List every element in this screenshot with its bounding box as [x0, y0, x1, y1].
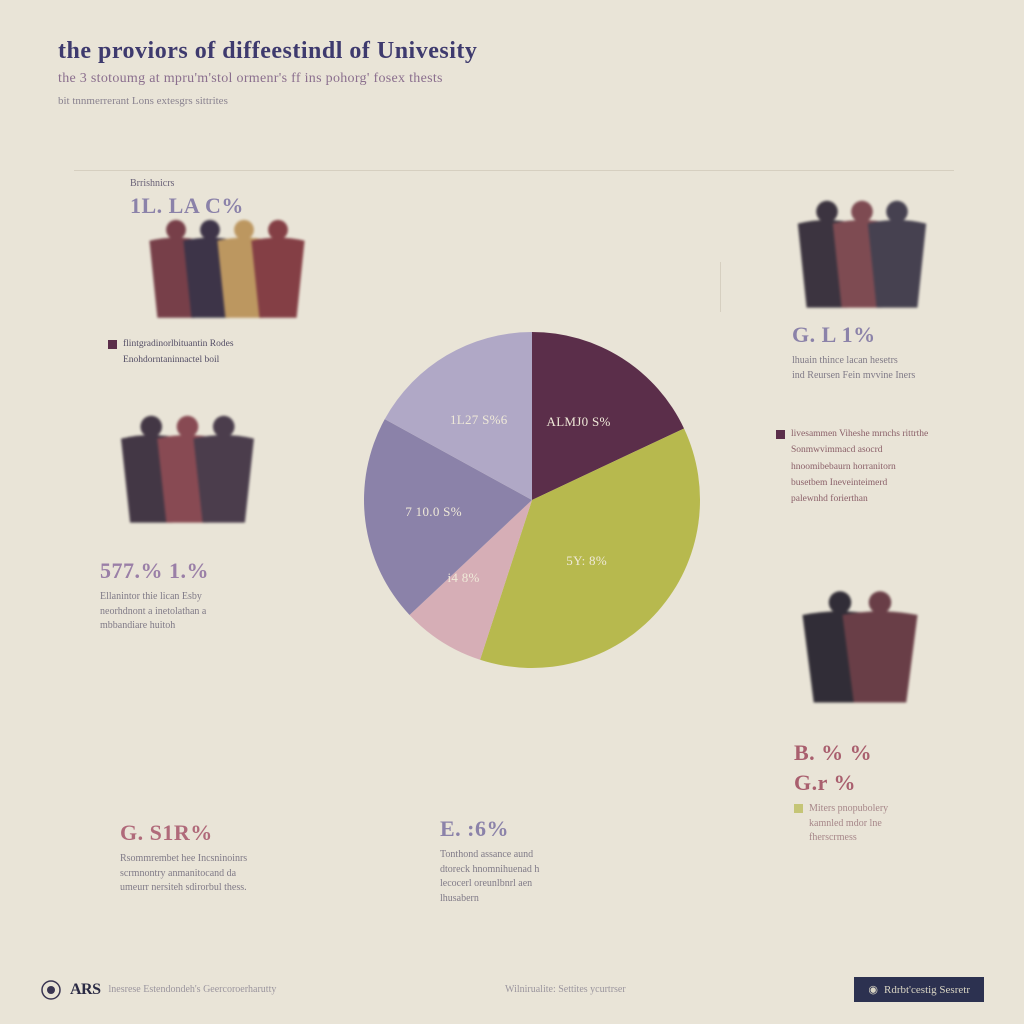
legend-item: palewnhd forierthan [776, 493, 986, 506]
legend-item: Enohdorntaninnactel boil [108, 354, 318, 367]
slice-label: 1L27 S%6 [450, 412, 508, 428]
badge-text: Rdrbt'cestig Sesretr [884, 984, 970, 996]
header: the proviors of diffeestindl of Univesit… [58, 38, 966, 107]
footer-mid: Wilnirualite: Settites ycurtrser [505, 984, 626, 995]
people-silhouette [800, 580, 920, 705]
legend-label: livesammen Viheshe mrnchs rittrthe [791, 428, 928, 441]
infographic-canvas: the proviors of diffeestindl of Univesit… [0, 0, 1024, 1024]
footer-badge: ◉ Rdrbt'cestig Sesretr [854, 977, 984, 1002]
callout: 577.% 1.% Ellanintor thie lican Esbyneorh… [100, 558, 310, 634]
callout-percent: 577.% 1.% [100, 558, 310, 584]
legend-label: palewnhd forierthan [791, 493, 868, 506]
callout-desc: Tonthond assance aunddtoreck hnomnihuena… [440, 848, 650, 906]
callout-percent: 1L. LA C% [130, 193, 340, 219]
slice-label: i4 8% [447, 570, 479, 586]
legend-swatch [108, 340, 117, 349]
pie-chart: ALMJ0 S% 5Y: 8% i4 8% 7 10.0 S% 1L27 S%6 [362, 330, 702, 670]
badge-icon: ◉ [868, 983, 878, 996]
callout-percent: G.r % [794, 770, 1004, 796]
callout-percent: B. % % [794, 740, 1004, 766]
legend-label: busetbem Ineveinteimerd [791, 477, 887, 490]
callout-desc: Ellanintor thie lican Esbyneorhdnont a i… [100, 590, 310, 634]
callout-desc: lhuain thince lacan hesetrsind Reursen F… [792, 354, 1002, 383]
legend: flintgradinorlbituantin Rodes Enohdorntan… [108, 338, 318, 371]
footer-org: lnesrese Estendondeh's Geercoroerharutty [109, 984, 277, 995]
legend-label: Sonmwvimmacd asocrd [791, 444, 883, 457]
page-title: the proviors of diffeestindl of Univesit… [58, 38, 966, 65]
callout: Brrishnicrs 1L. LA C% [130, 178, 340, 225]
legend-item: Sonmwvimmacd asocrd [776, 444, 986, 457]
page-subsubtitle: bit tnnmerrerant Lons extesgrs sittrites [58, 95, 966, 107]
legend-item: livesammen Viheshe mrnchs rittrthe [776, 428, 986, 441]
callout-percent: G. L 1% [792, 322, 1002, 348]
callout-percent: E. :6% [440, 816, 650, 842]
footer: ARS lnesrese Estendondeh's Geercoroerhar… [40, 977, 984, 1002]
callout-percent: G. S1R% [120, 820, 330, 846]
divider [720, 262, 721, 312]
legend-item: hnoomibebaurn horranitorn [776, 461, 986, 474]
people-silhouette [792, 190, 932, 310]
legend-label: Enohdorntaninnactel boil [123, 354, 219, 367]
legend: livesammen Viheshe mrnchs rittrthe Sonmwv… [776, 428, 986, 509]
legend-swatch [794, 804, 803, 813]
page-subtitle: the 3 stotoumg at mpru'm'stol ormenr's f… [58, 71, 966, 87]
divider [74, 170, 954, 171]
legend-label: hnoomibebaurn horranitorn [791, 461, 896, 474]
callout-desc: Miters pnopubolerykamnled mdor lnefhersc… [794, 802, 1004, 846]
callout: E. :6% Tonthond assance aunddtoreck hnomn… [440, 816, 650, 906]
callout: G. S1R% Rsommrembet hee Incsninoinrsscrmn… [120, 820, 330, 896]
footer-logo: ARS [70, 981, 101, 999]
slice-label: 7 10.0 S% [405, 504, 462, 520]
slice-label: ALMJ0 S% [547, 414, 611, 430]
callout-heading: Brrishnicrs [130, 178, 340, 189]
slice-label: 5Y: 8% [566, 553, 607, 569]
legend-label: flintgradinorlbituantin Rodes [123, 338, 234, 351]
callout-desc: Rsommrembet hee Incsninoinrsscrmnontry a… [120, 852, 330, 896]
legend-item: flintgradinorlbituantin Rodes [108, 338, 318, 351]
callout: B. % % G.r % Miters pnopubolerykamnled mdo… [794, 740, 1004, 849]
people-silhouette [115, 405, 260, 525]
seal-icon [40, 979, 62, 1001]
people-silhouette [142, 210, 312, 320]
legend-swatch [776, 430, 785, 439]
callout: G. L 1% lhuain thince lacan hesetrsind Re… [792, 322, 1002, 383]
legend-item: busetbem Ineveinteimerd [776, 477, 986, 490]
